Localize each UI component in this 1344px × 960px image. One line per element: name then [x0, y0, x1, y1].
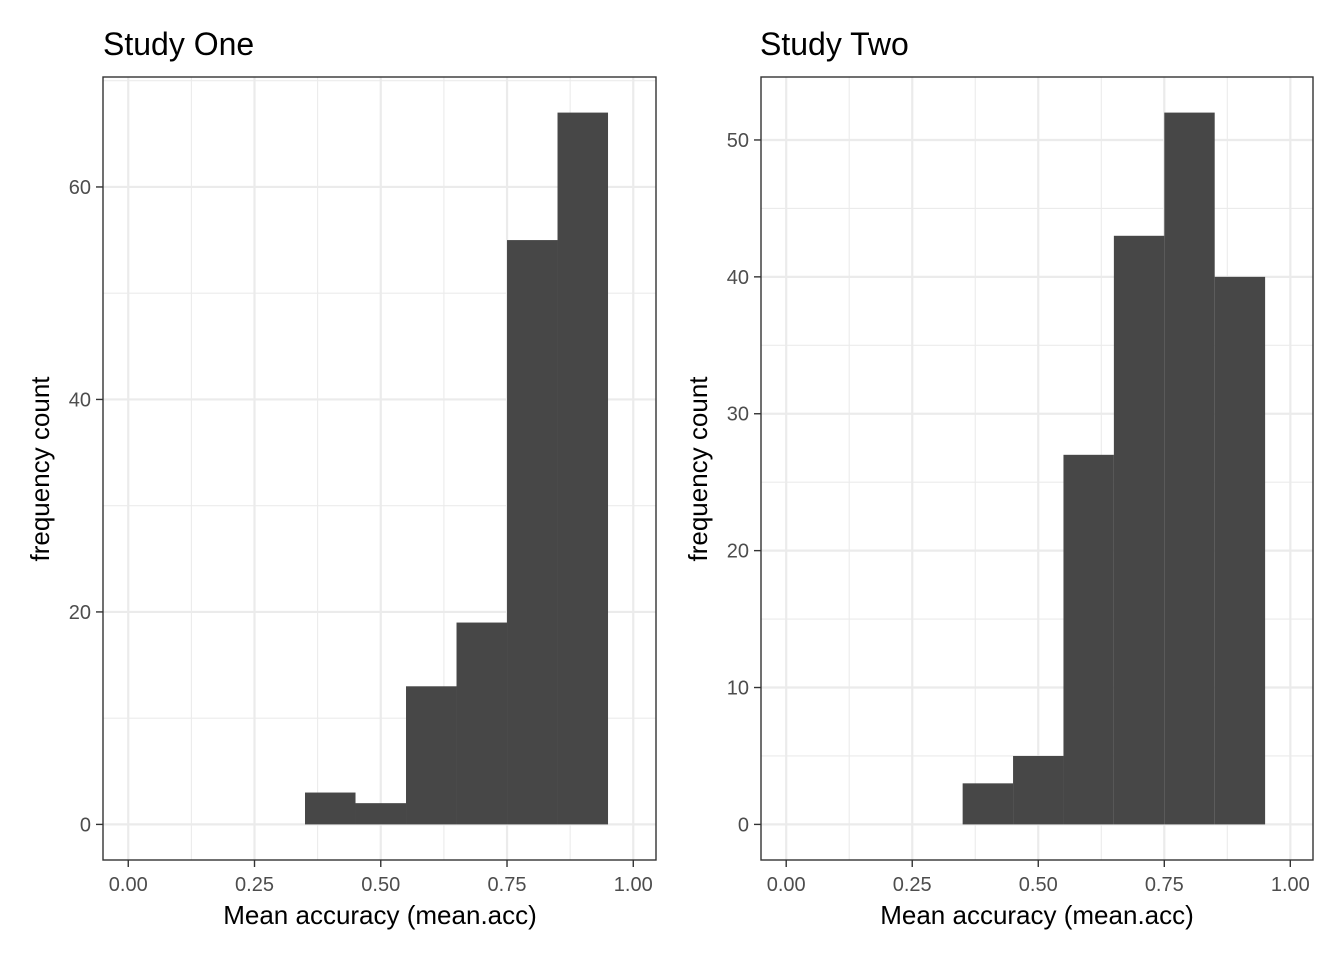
histogram-bar [557, 112, 609, 825]
y-axis-title: frequency count [683, 376, 713, 562]
panel-title: Study Two [760, 26, 909, 62]
plot-area: 0.00 0.25 0.50 0.75 1.00 0 10 20 30 40 50 [727, 76, 1314, 896]
histogram-bar [456, 622, 508, 825]
x-tick-label: 0.00 [767, 874, 806, 896]
x-tick-label: 0.50 [1019, 874, 1058, 896]
histogram-bar [1214, 276, 1266, 825]
histogram-bar [1013, 755, 1064, 825]
x-tick-label: 0.25 [235, 874, 274, 896]
y-tick-label: 20 [727, 541, 749, 563]
panel-study-two: Study Two 0.00 0.25 0.50 0.75 1.00 0 10 20 30 40 5… [683, 26, 1314, 930]
y-axis-title: frequency count [25, 376, 55, 562]
x-tick-label: 0.50 [361, 874, 400, 896]
histogram-bar [406, 686, 457, 825]
y-tick-label: 30 [727, 404, 749, 426]
x-axis-title: Mean accuracy (mean.acc) [880, 900, 1194, 930]
panel-border [102, 76, 657, 861]
histogram-bar [1164, 112, 1215, 825]
x-axis-title: Mean accuracy (mean.acc) [223, 900, 537, 930]
x-tick-label: 1.00 [614, 874, 653, 896]
y-tick-label: 0 [738, 814, 749, 836]
y-tick-label: 50 [727, 130, 749, 152]
y-tick-label: 40 [69, 389, 91, 411]
x-tick-label: 0.75 [488, 874, 527, 896]
y-tick-label: 20 [69, 602, 91, 624]
y-tick-label: 40 [727, 267, 749, 289]
x-tick-label: 0.00 [109, 874, 148, 896]
x-tick-label: 0.75 [1145, 874, 1184, 896]
histogram-bar [962, 783, 1014, 825]
panel-study-one: Study One 0.00 0.25 0.50 0.75 1.00 0 20 40 60 Me… [25, 26, 657, 930]
y-tick-label: 60 [69, 177, 91, 199]
y-tick-label: 10 [727, 678, 749, 700]
histogram-bar [305, 792, 356, 825]
x-tick-label: 0.25 [893, 874, 932, 896]
histogram-bar [1063, 454, 1114, 825]
histogram-bar [507, 240, 558, 825]
panel-border [760, 76, 1314, 861]
y-tick-label: 0 [80, 814, 91, 836]
histogram-bar [355, 803, 407, 825]
histogram-bar [1113, 235, 1165, 825]
plot-area: 0.00 0.25 0.50 0.75 1.00 0 20 40 60 [69, 76, 657, 896]
x-tick-label: 1.00 [1271, 874, 1310, 896]
panel-title: Study One [103, 26, 254, 62]
